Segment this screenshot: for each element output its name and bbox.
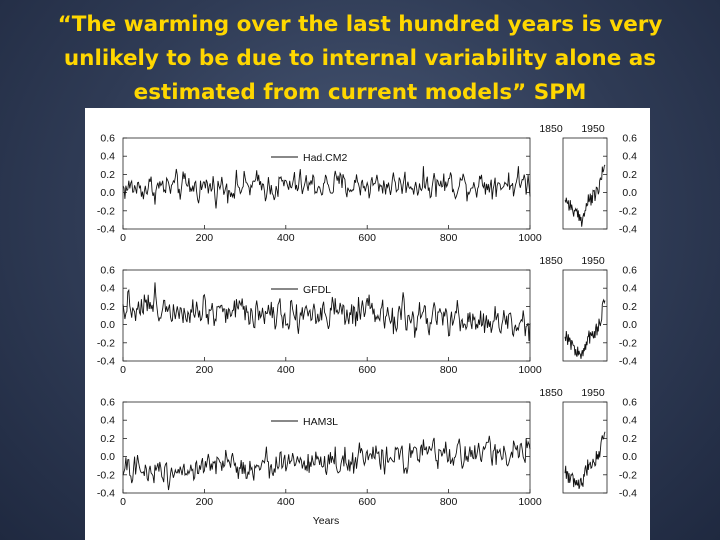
panel-2-inset-frame xyxy=(562,269,608,362)
panel-1-ytick-label: -0.4 xyxy=(97,224,115,236)
panel-1-series-line xyxy=(122,166,531,209)
panel-3-xtick-label: 400 xyxy=(277,496,295,508)
panel-1-ytick-label: 0.4 xyxy=(100,151,115,163)
panel-1-ytick-label: 0.2 xyxy=(100,169,115,181)
panel-1-inset-series-line xyxy=(564,164,606,227)
panel-2-inset-ytick-label: 0.6 xyxy=(622,265,637,277)
panel-1-ytick-label: 0.0 xyxy=(100,187,115,199)
panel-3-ytick-label: 0.4 xyxy=(100,415,115,427)
panel-3-inset-xlabel-1850: 1850 xyxy=(539,387,563,399)
panel-1-inset-frame xyxy=(562,137,608,230)
panel-3-inset-xlabel-1950: 1950 xyxy=(581,387,605,399)
panel-1-inset-ytick-label: 0.4 xyxy=(622,151,637,163)
panel-1-inset-xlabel-1850: 1850 xyxy=(539,123,563,135)
slide-title: “The warming over the last hundred years… xyxy=(20,8,700,110)
panel-3-inset-ytick-label: 0.6 xyxy=(622,397,637,409)
panel-2-xtick-label: 1000 xyxy=(518,364,542,376)
panel-3-ytick-label: -0.2 xyxy=(97,469,115,481)
figure-svg: 0.6 0.4 0.2 0.0 -0.2 -0.4 0 200 400 600 800 1000 Had… xyxy=(97,123,637,527)
panel-2-ytick-label: -0.4 xyxy=(97,356,115,368)
panel-2-inset-ytick-label: 0.0 xyxy=(622,319,637,331)
panel-2-ytick-label: 0.2 xyxy=(100,301,115,313)
panel-1-inset-ytick-label: 0.0 xyxy=(622,187,637,199)
title-line-2: unlikely to be due to internal variabili… xyxy=(63,46,657,71)
panel-3-xtick-label: 0 xyxy=(120,496,126,508)
panel-1-xtick-label: 800 xyxy=(440,232,458,244)
panel-3-legend-label: HAM3L xyxy=(303,416,338,428)
panel-3-ytick-label: 0.6 xyxy=(100,397,115,409)
panel-2-ytick-label: -0.2 xyxy=(97,337,115,349)
panel-2-xtick-label: 800 xyxy=(440,364,458,376)
panel-3-inset-frame xyxy=(562,401,608,494)
panel-1-xtick-label: 1000 xyxy=(518,232,542,244)
panel-2-xtick-label: 600 xyxy=(358,364,376,376)
figure-panel: 0.6 0.4 0.2 0.0 -0.2 -0.4 0 200 400 600 800 1000 Had… xyxy=(85,108,650,540)
panel-3-inset-ytick-label: -0.4 xyxy=(619,488,637,500)
panel-3-inset-ytick-label: -0.2 xyxy=(619,469,637,481)
panel-1-xtick-label: 400 xyxy=(277,232,295,244)
title-line-1: “The warming over the last hundred years… xyxy=(57,12,663,37)
panel-2-ytick-label: 0.6 xyxy=(100,265,115,277)
panel-1-main-frame xyxy=(122,137,531,230)
panel-2-inset-ytick-label: -0.2 xyxy=(619,337,637,349)
panel-3-inset-series-line xyxy=(564,431,606,490)
panel-3-inset-ytick-label: 0.2 xyxy=(622,433,637,445)
panel-3-ytick-label: -0.4 xyxy=(97,488,115,500)
panel-1-inset-ytick-label: 0.6 xyxy=(622,133,637,145)
panel-2-legend-label: GFDL xyxy=(303,284,331,296)
panel-1-inset-ytick-label: -0.2 xyxy=(619,205,637,217)
panel-2-ytick-label: 0.0 xyxy=(100,319,115,331)
panel-2-inset-ytick-label: 0.4 xyxy=(622,283,637,295)
panel-1-inset-ytick-label: -0.4 xyxy=(619,224,637,236)
panel-1-ytick-label: -0.2 xyxy=(97,205,115,217)
panel-3-inset-ytick-label: 0.4 xyxy=(622,415,637,427)
panel-3-xtick-label: 1000 xyxy=(518,496,542,508)
panel-2-main-frame xyxy=(122,269,531,362)
panel-2-inset-xlabel-1850: 1850 xyxy=(539,255,563,267)
panel-2-xtick-label: 0 xyxy=(120,364,126,376)
panel-3-series-line xyxy=(122,435,531,491)
panel-2-xtick-label: 400 xyxy=(277,364,295,376)
panel-2-inset-ytick-label: -0.4 xyxy=(619,356,637,368)
title-line-3: estimated from current models” SPM xyxy=(133,80,587,105)
panel-1-inset-ytick-label: 0.2 xyxy=(622,169,637,181)
panel-2-xtick-label: 200 xyxy=(196,364,214,376)
panel-1-xtick-label: 0 xyxy=(120,232,126,244)
panel-3-xtick-label: 200 xyxy=(196,496,214,508)
panel-3-xtick-label: 600 xyxy=(358,496,376,508)
panel-1-legend-label: Had.CM2 xyxy=(303,152,348,164)
panel-2-inset-series-line xyxy=(564,298,606,359)
panel-2-inset-xlabel-1950: 1950 xyxy=(581,255,605,267)
panel-3-xtick-label: 800 xyxy=(440,496,458,508)
panel-2-inset-ytick-label: 0.2 xyxy=(622,301,637,313)
x-axis-label: Years xyxy=(313,515,339,527)
panel-1-xtick-label: 600 xyxy=(358,232,376,244)
panel-1-xtick-label: 200 xyxy=(196,232,214,244)
panel-3-inset-ytick-label: 0.0 xyxy=(622,451,637,463)
panel-3-ytick-label: 0.2 xyxy=(100,433,115,445)
panel-1-inset-xlabel-1950: 1950 xyxy=(581,123,605,135)
panel-2-series-line xyxy=(122,282,531,342)
panel-1-ytick-label: 0.6 xyxy=(100,133,115,145)
panel-3-ytick-label: 0.0 xyxy=(100,451,115,463)
panel-2-ytick-label: 0.4 xyxy=(100,283,115,295)
